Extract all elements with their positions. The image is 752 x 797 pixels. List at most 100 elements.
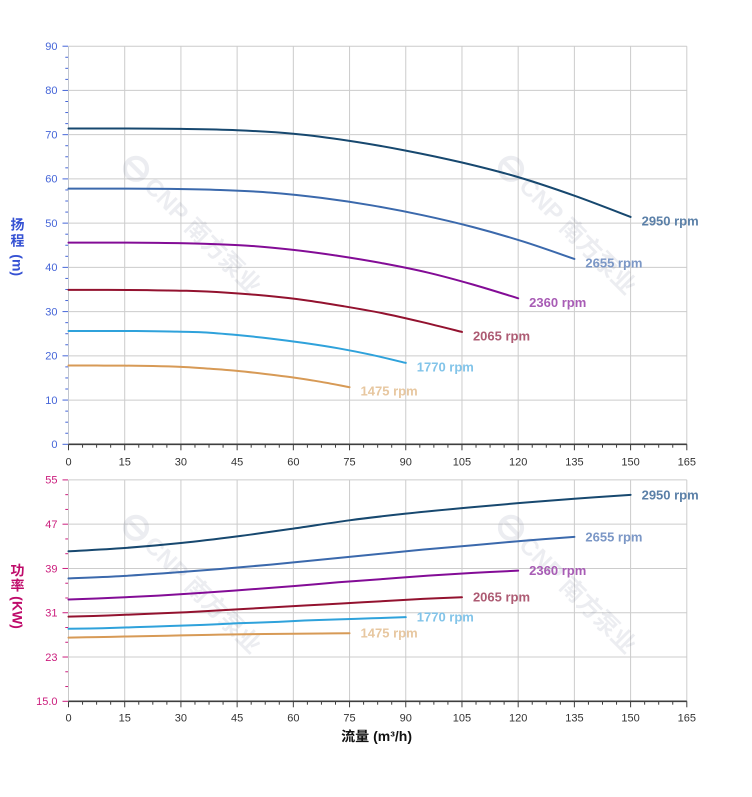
y-tick-label: 50 — [45, 218, 57, 230]
flow-axis-title-latin: / — [395, 728, 399, 744]
curve-label-2065-rpm: 2065 rpm — [473, 328, 530, 343]
cjk-glyph-泵 — [217, 608, 247, 638]
y-tick-label: 80 — [45, 85, 57, 97]
flow-axis-title: (m ³ / h) — [341, 728, 412, 744]
x-tick-label: 0 — [65, 713, 71, 725]
curve-2065-rpm — [67, 288, 463, 333]
curve-2950-rpm — [67, 493, 632, 553]
cnp-logo-bar-icon — [126, 517, 146, 538]
x-tick-label: 60 — [287, 713, 299, 725]
watermark: CNP — [497, 155, 636, 296]
cnp-logo-icon — [122, 514, 150, 541]
cjk-glyph-南 — [183, 216, 213, 244]
y-tick-label: 39 — [45, 563, 57, 575]
curve-2655-rpm — [67, 535, 576, 580]
x-tick-label: 150 — [621, 713, 639, 725]
labels-layer: 0 15 30 45 60 75 90 105 120 135 150 165010203040506… — [10, 41, 699, 744]
x-tick-label: 150 — [621, 457, 639, 469]
cjk-gong — [10, 563, 24, 577]
curve-label-1475-rpm: 1475 rpm — [361, 626, 418, 641]
head-axis-unit: (m) — [10, 254, 26, 276]
y-tick-label: 20 — [45, 351, 57, 363]
x-tick-label: 15 — [119, 457, 131, 469]
cnp-logo-bar-icon — [126, 158, 146, 179]
y-tick-label: 15.0 — [36, 696, 57, 708]
axes-layer — [62, 45, 688, 708]
y-tick-label: 30 — [45, 306, 57, 318]
x-tick-label: 60 — [287, 457, 299, 469]
curve-label-1770-rpm: 1770 rpm — [417, 610, 474, 625]
x-tick-label: 45 — [231, 713, 243, 725]
cjk-glyph-方 — [200, 234, 229, 259]
cjk-cheng — [10, 233, 25, 247]
x-tick-label: 105 — [453, 713, 471, 725]
cjk-glyph-方 — [200, 593, 229, 618]
x-tick-label: 120 — [509, 457, 527, 469]
x-tick-label: 30 — [175, 457, 187, 469]
cjk-glyph-泵 — [592, 608, 622, 638]
curve-1475-rpm — [67, 364, 351, 389]
cjk-glyph-业 — [234, 269, 261, 296]
curve-1770-rpm — [67, 616, 407, 630]
power-axis-unit: (KW) — [10, 596, 26, 629]
x-tick-label: 90 — [400, 713, 412, 725]
x-tick-label: 30 — [175, 713, 187, 725]
x-tick-label: 75 — [343, 457, 355, 469]
cjk-glyph-方 — [575, 234, 604, 259]
cjk-glyph-业 — [609, 269, 636, 296]
curve-2655-rpm — [67, 187, 576, 260]
y-tick-label: 23 — [45, 652, 57, 664]
flow-axis-title-latin: ) — [407, 728, 412, 744]
cjk-glyph-南 — [558, 216, 588, 244]
cnp-logo-icon — [497, 514, 525, 541]
cjk-glyph-流 — [341, 729, 355, 743]
curve-2065-rpm — [67, 596, 463, 618]
curve-label-2065-rpm: 2065 rpm — [473, 590, 530, 605]
cjk-lv — [11, 578, 24, 592]
watermark: CNP — [122, 155, 261, 296]
y-tick-label: 31 — [45, 608, 57, 620]
y-tick-label: 0 — [51, 439, 57, 451]
head-axis-title: (m) — [10, 217, 26, 276]
watermark-text: CNP — [513, 173, 636, 296]
series-layer — [67, 127, 632, 639]
cjk-glyph-业 — [234, 628, 261, 655]
x-tick-label: 75 — [343, 713, 355, 725]
curve-label-1475-rpm: 1475 rpm — [361, 384, 418, 399]
cjk-glyph-南 — [183, 575, 213, 603]
y-tick-label: 10 — [45, 395, 57, 407]
x-tick-label: 15 — [119, 713, 131, 725]
x-tick-label: 105 — [453, 457, 471, 469]
x-tick-label: 165 — [678, 457, 696, 469]
curve-label-2360-rpm: 2360 rpm — [529, 563, 586, 578]
cjk-yang — [10, 217, 24, 231]
curve-2950-rpm — [67, 127, 632, 218]
flow-axis-title-latin: ( — [373, 728, 378, 744]
y-tick-label: 47 — [45, 519, 57, 531]
cnp-logo-icon — [122, 155, 150, 182]
flow-axis-title-latin: h — [399, 728, 408, 744]
y-tick-label: 40 — [45, 262, 57, 274]
cnp-logo-bar-icon — [501, 158, 521, 179]
flow-axis-title-latin: m — [378, 728, 390, 744]
cjk-glyph-业 — [609, 628, 636, 655]
power-axis-title: (KW) — [10, 563, 26, 629]
curve-label-2655-rpm: 2655 rpm — [585, 255, 642, 270]
x-tick-label: 90 — [400, 457, 412, 469]
cnp-logo-bar-icon — [501, 517, 521, 538]
y-tick-label: 70 — [45, 129, 57, 141]
x-tick-label: 0 — [65, 457, 71, 469]
x-tick-label: 165 — [678, 713, 696, 725]
curve-label-1770-rpm: 1770 rpm — [417, 359, 474, 374]
curve-label-2655-rpm: 2655 rpm — [585, 529, 642, 544]
cjk-glyph-泵 — [217, 249, 247, 279]
y-tick-label: 60 — [45, 174, 57, 186]
cjk-glyph-方 — [575, 593, 604, 618]
cjk-glyph-泵 — [592, 249, 622, 279]
flow-axis-title-latin: ³ — [390, 728, 395, 744]
x-tick-label: 120 — [509, 713, 527, 725]
x-tick-label: 45 — [231, 457, 243, 469]
